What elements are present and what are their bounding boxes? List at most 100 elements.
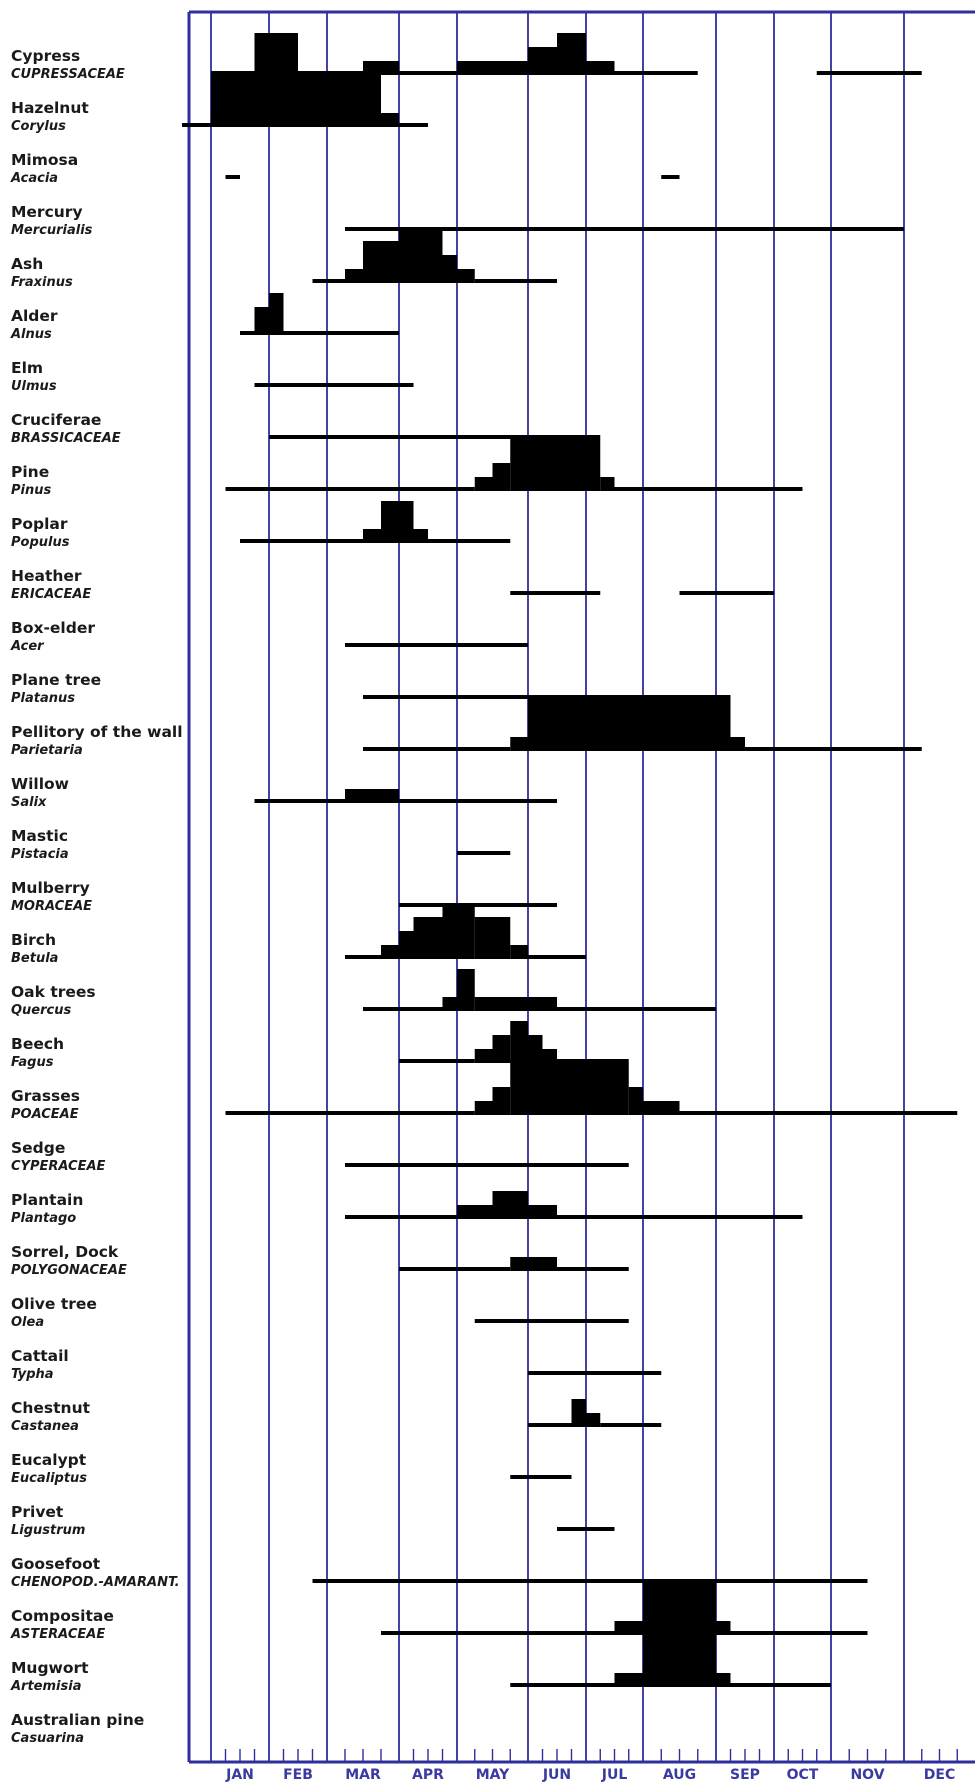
plant-label: Willow Salix [11, 776, 189, 808]
pollen-peak-block [363, 241, 399, 283]
plant-latin-name: MORACEAE [11, 898, 93, 914]
plant-latin-name: Fraxinus [11, 274, 73, 290]
plant-common-name: Sorrel, Dock [11, 1243, 119, 1261]
pollen-season-line [474, 279, 557, 283]
plant-label: Olive tree Olea [11, 1295, 189, 1330]
pollen-peak-block [614, 1621, 643, 1635]
pollen-peak-block [492, 1087, 511, 1115]
plant-latin-name: Olea [11, 1314, 45, 1330]
pollen-season-line [225, 175, 240, 179]
pollen-peak-block [413, 917, 443, 959]
pollen-peak-block [730, 737, 745, 751]
pollen-peak-block [510, 1021, 528, 1063]
pollen-peak-block [557, 33, 586, 75]
month-label: JAN [225, 1767, 254, 1783]
plant-label: Pine Pinus [11, 463, 189, 496]
pollen-season-line [614, 71, 698, 75]
pollen-season-line [312, 279, 345, 283]
plant-latin-name: CHENOPOD.-AMARANT. [11, 1574, 180, 1590]
plant-common-name: Poplar [11, 515, 68, 533]
month-label: SEP [730, 1767, 760, 1783]
pollen-season-line [528, 1423, 572, 1427]
plant-label: Goosefoot CHENOPOD.-AMARANT. [11, 1556, 189, 1590]
plant-common-name: Mulberry [11, 879, 90, 897]
pollen-peak-block [211, 71, 381, 127]
month-label: DEC [924, 1767, 955, 1783]
pollen-peak-block [474, 1049, 493, 1063]
plant-latin-name: Fagus [11, 1054, 54, 1070]
plant-label: Sorrel, Dock POLYGONACEAE [11, 1243, 189, 1278]
pollen-season-line [399, 1267, 511, 1271]
pollen-peak-block [510, 945, 528, 959]
pollen-season-line [474, 1319, 629, 1323]
pollen-season-line [528, 955, 586, 959]
pollen-peak-block [528, 47, 557, 75]
month-label: MAY [476, 1767, 510, 1783]
pollen-season-line [345, 955, 381, 959]
pollen-peak-block [586, 1413, 601, 1427]
plant-common-name: Olive tree [11, 1295, 97, 1313]
plant-common-name: Cruciferae [11, 411, 102, 429]
plant-latin-name: Pistacia [11, 846, 69, 862]
plant-latin-name: ERICACEAE [11, 586, 92, 602]
pollen-peak-block [510, 435, 601, 491]
pollen-peak-block [474, 1101, 493, 1115]
plant-common-name: Australian pine [11, 1711, 145, 1729]
pollen-season-line [679, 1111, 958, 1115]
pollen-season-line [661, 175, 680, 179]
plant-common-name: Pine [11, 463, 50, 481]
pollen-season-line [399, 903, 557, 907]
pollen-season-line [269, 435, 586, 439]
pollen-peak-block [399, 227, 443, 283]
plant-latin-name: Betula [11, 950, 59, 966]
pollen-season-line [557, 1215, 803, 1219]
pollen-peak-block [643, 1101, 680, 1115]
pollen-season-line [457, 851, 511, 855]
pollen-season-line [345, 1215, 457, 1219]
pollen-season-line [528, 1371, 662, 1375]
pollen-season-line [557, 1267, 629, 1271]
plant-latin-name: Ligustrum [11, 1522, 86, 1538]
plant-latin-name: Casuarina [11, 1730, 84, 1746]
pollen-peak-block [399, 931, 414, 959]
month-label: AUG [663, 1767, 696, 1783]
pollen-season-line [345, 1163, 629, 1167]
plant-common-name: Plantain [11, 1191, 84, 1209]
plant-label: Plane tree Platanus [11, 672, 189, 704]
plant-latin-name: Corylus [11, 118, 66, 134]
plant-latin-name: Castanea [11, 1418, 79, 1434]
plant-label: Birch Betula [11, 932, 189, 966]
pollen-season-line [816, 71, 922, 75]
plant-common-name: Cypress [11, 47, 81, 65]
plant-latin-name: Acacia [11, 170, 59, 186]
plant-common-name: Chestnut [11, 1399, 91, 1417]
pollen-season-line [399, 71, 457, 75]
month-label: APR [412, 1767, 444, 1783]
pollen-peak-block [474, 997, 557, 1011]
plant-common-name: Compositae [11, 1607, 114, 1625]
pollen-season-line [510, 1683, 615, 1687]
plant-label: Mastic Pistacia [11, 828, 189, 862]
pollen-peak-block [571, 1399, 586, 1427]
plant-label: Cypress CUPRESSACEAE [11, 47, 189, 80]
pollen-season-line [283, 331, 399, 335]
pollen-season-line [510, 591, 601, 595]
plant-common-name: Ash [11, 255, 44, 273]
pollen-season-line [363, 695, 528, 699]
pollen-season-line [399, 123, 428, 127]
plant-latin-name: POLYGONACEAE [11, 1262, 127, 1278]
pollen-peak-block [600, 477, 615, 491]
pollen-peak-block [442, 997, 457, 1011]
plant-latin-name: POACEAE [11, 1106, 79, 1122]
plant-label: Cattail Typha [11, 1348, 189, 1380]
plant-common-name: Mugwort [11, 1659, 89, 1677]
plant-common-name: Grasses [11, 1087, 81, 1105]
pollen-peak-block [492, 463, 511, 491]
pollen-peak-block [381, 113, 399, 127]
pollen-season-line [182, 123, 211, 127]
pollen-peak-block [614, 1673, 643, 1687]
pollen-season-line [557, 1527, 615, 1531]
pollen-peak-block [510, 1257, 557, 1271]
pollen-season-line [345, 643, 528, 647]
